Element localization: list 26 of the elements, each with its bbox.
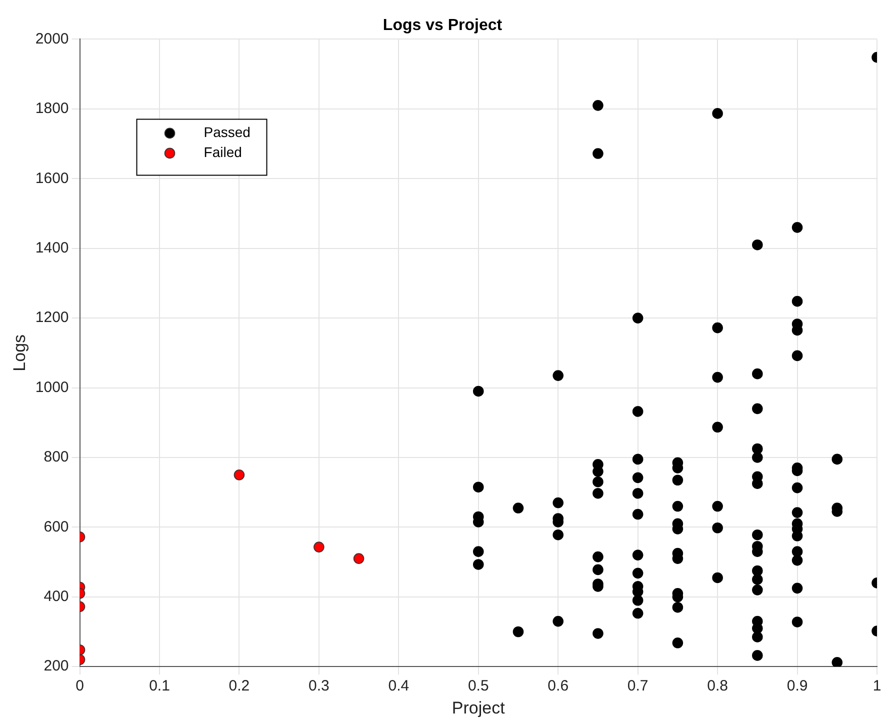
y-tick-label: 200 (44, 658, 69, 675)
x-tick-label: 0.7 (627, 678, 648, 695)
x-tick-label: 0.9 (786, 678, 808, 695)
x-tick-label: 0.3 (308, 678, 330, 695)
y-tick-label: 800 (44, 448, 69, 466)
chart-title: Logs vs Project (382, 17, 503, 34)
x-tick-label: 0 (76, 678, 84, 695)
y-tick-label: 600 (44, 518, 69, 536)
y-tick-label: 1600 (35, 170, 69, 187)
y-tick-label: 1800 (35, 100, 69, 118)
x-tick-label: 0.5 (468, 678, 489, 695)
legend-label: Failed (204, 144, 242, 160)
x-tick-label: 0.8 (707, 678, 728, 695)
x-tick-label: 0.1 (149, 678, 170, 695)
legend-label: Passed (204, 124, 250, 140)
y-tick-label: 2000 (35, 30, 69, 48)
x-tick-label: 0.2 (228, 678, 250, 695)
y-axis-title: Logs (10, 334, 29, 372)
x-tick-label: 1 (872, 678, 882, 695)
y-tick-label: 1000 (35, 378, 69, 396)
x-axis-title: Project (452, 698, 506, 718)
y-tick-label: 1400 (35, 239, 69, 256)
y-tick-label: 400 (44, 588, 69, 606)
x-tick-label: 0.4 (388, 678, 410, 695)
x-tick-label: 0.6 (548, 678, 569, 695)
y-tick-label: 1200 (35, 309, 69, 326)
